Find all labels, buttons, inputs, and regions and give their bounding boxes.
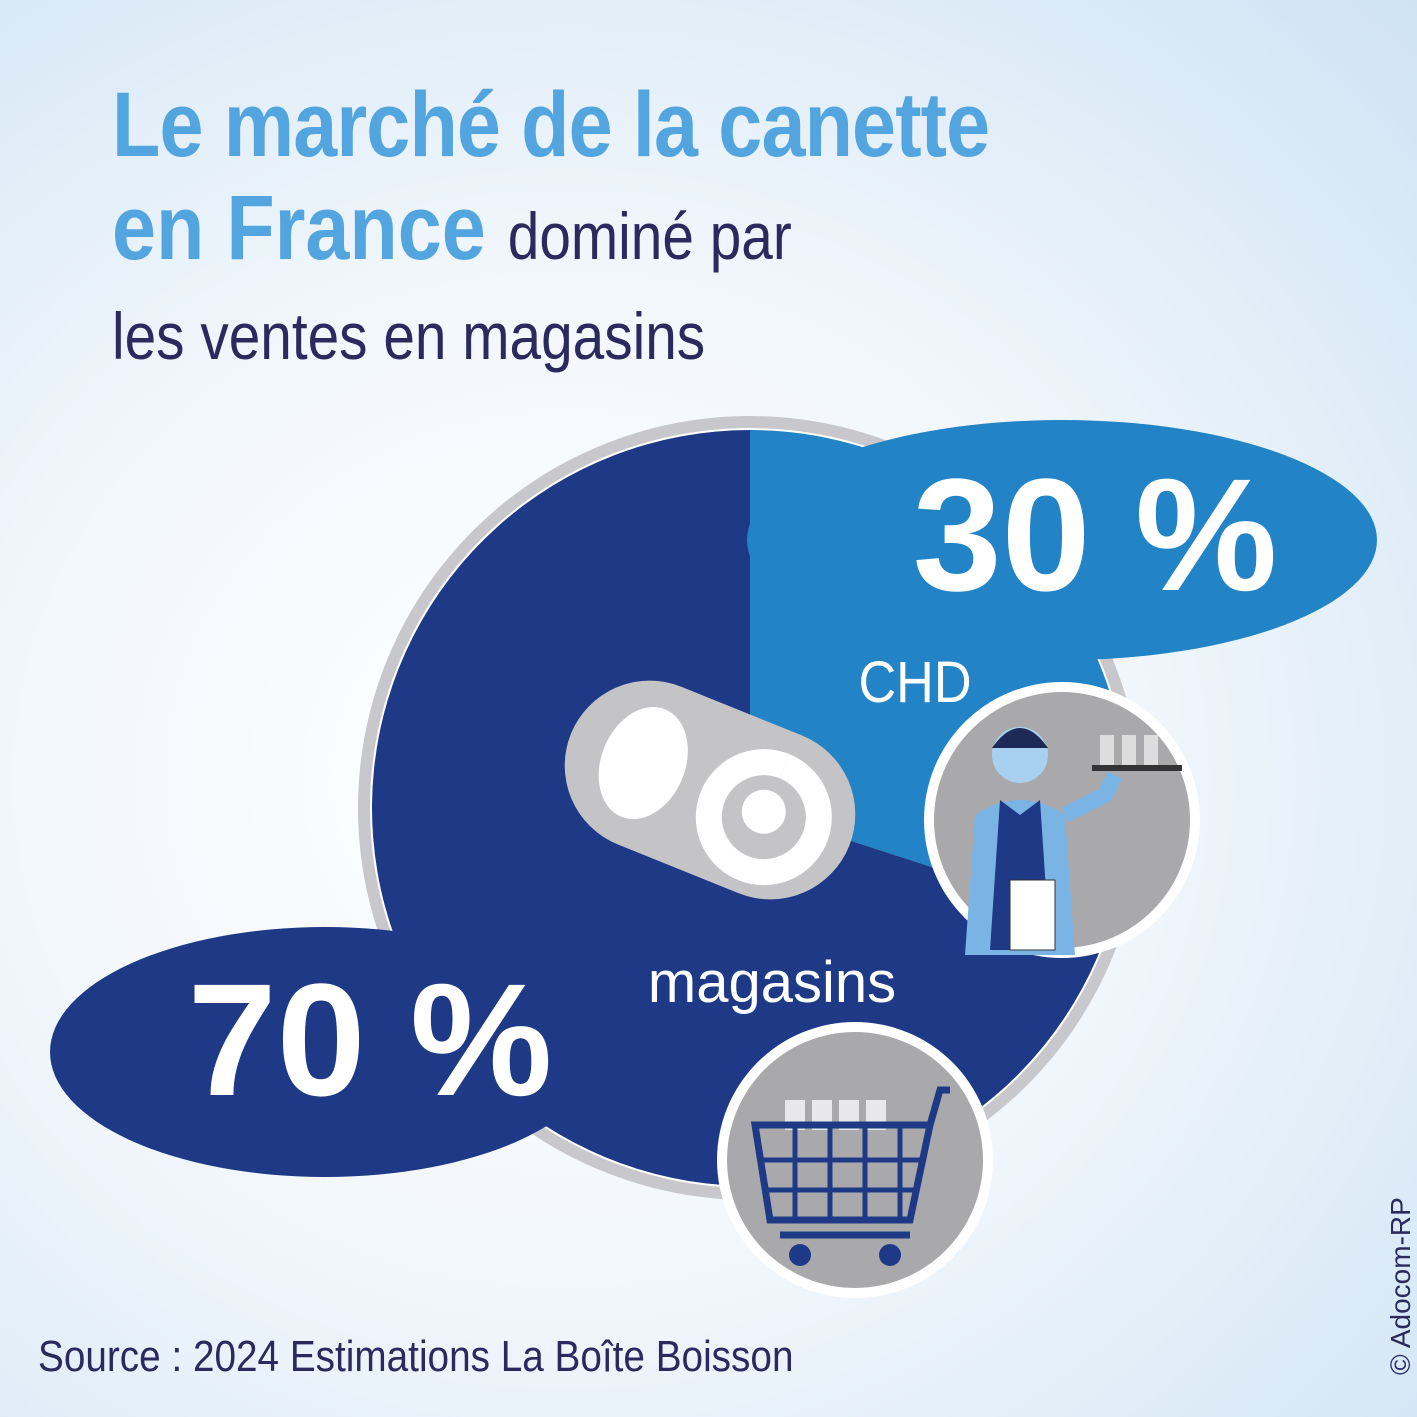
- chd-category-label: CHD: [858, 649, 971, 714]
- shopping-cart-icon: [717, 1022, 993, 1298]
- source-note: Source : 2024 Estimations La Boîte Boiss…: [38, 1332, 794, 1381]
- can-tab-icon: [564, 680, 856, 900]
- title-line3: les ventes en magasins: [112, 299, 706, 373]
- chd-label-bubble: [747, 420, 1377, 660]
- magasins-label-bubble: [50, 927, 600, 1177]
- chd-value-label: 30 %: [913, 445, 1278, 624]
- copyright: © Adocom-RP: [1385, 1197, 1416, 1375]
- magasins-value-label: 70 %: [188, 950, 553, 1129]
- waiter-icon: [924, 682, 1200, 958]
- title-line2-main: en France: [112, 177, 486, 279]
- title-line2-sub: dominé par: [507, 199, 792, 273]
- magasins-category-label: magasins: [648, 950, 896, 1015]
- title-line1: Le marché de la canette: [112, 74, 990, 176]
- title-line2: en France dominé par: [112, 178, 792, 286]
